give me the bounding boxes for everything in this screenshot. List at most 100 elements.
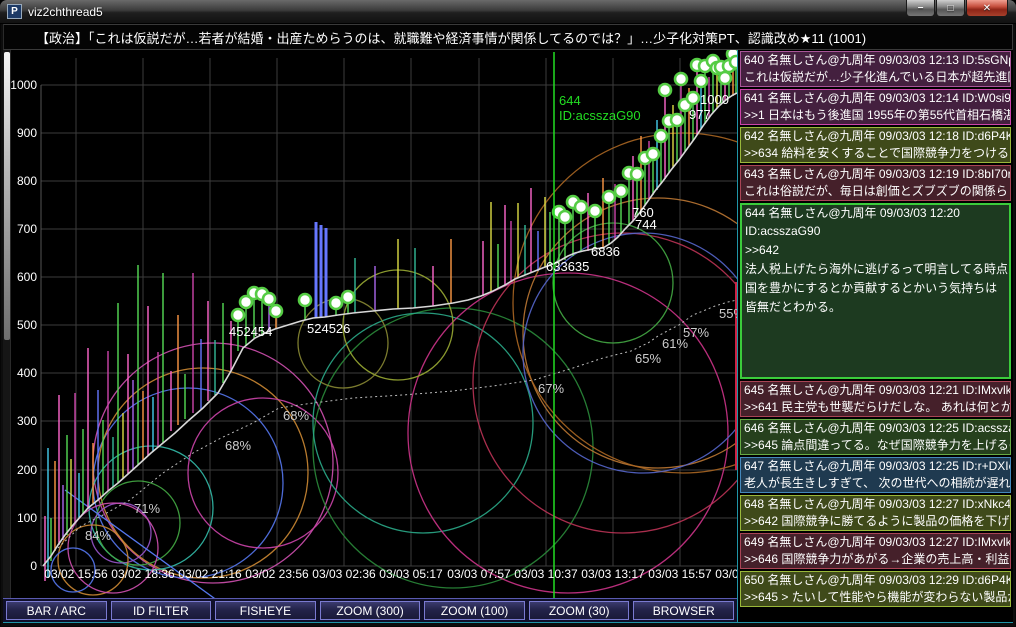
window-title: viz2chthread5 (28, 4, 103, 19)
post-marker (328, 295, 344, 311)
point-label: 1000 (700, 92, 729, 107)
x-axis-label: 03/03 02:36 (312, 567, 376, 581)
point-label: 977 (689, 107, 711, 122)
point-label: 633635 (546, 259, 589, 274)
percent-label: 68% (283, 408, 309, 423)
point-label: 6836 (591, 244, 620, 259)
toolbar-button-fisheye[interactable]: FISHEYE (215, 601, 316, 620)
percent-label: 55% (719, 306, 737, 321)
post-count-line (42, 92, 737, 567)
y-axis-label: 700 (17, 222, 37, 236)
post-list[interactable]: 640 名無しさん@九周年 09/03/03 12:13 ID:5sGNpT これ… (737, 50, 1013, 622)
post-marker (261, 291, 277, 307)
y-axis-label: 400 (17, 366, 37, 380)
reply-arc (187, 397, 339, 549)
point-label: 760 (632, 205, 654, 220)
post-marker (573, 199, 589, 215)
maximize-button[interactable]: □ (936, 0, 965, 17)
post-646[interactable]: 646 名無しさん@九周年 09/03/03 12:25 ID:acsszaG >… (740, 419, 1011, 455)
minimize-button[interactable]: − (906, 0, 935, 17)
reply-arc (512, 132, 737, 474)
chart-scrollbar[interactable] (3, 50, 11, 598)
post-644[interactable]: 644 名無しさん@九周年 09/03/03 12:20 ID:acsszaG90… (740, 203, 1011, 379)
post-marker (673, 71, 689, 87)
post-642[interactable]: 642 名無しさん@九周年 09/03/03 12:18 ID:d6P4KD >>… (740, 127, 1011, 163)
y-axis-label: 500 (17, 318, 37, 332)
post-header: 642 名無しさん@九周年 09/03/03 12:18 ID:d6P4KD (744, 129, 1010, 143)
post-marker (728, 54, 737, 70)
toolbar-button-zoom-30-[interactable]: ZOOM (30) (528, 601, 630, 620)
post-body-line: >>645 > たいして性能やら機能が変わらない製品が (744, 590, 1010, 604)
post-643[interactable]: 643 名無しさん@九周年 09/03/03 12:19 ID:8bI70r18… (740, 165, 1011, 201)
point-label: 524526 (307, 321, 350, 336)
x-axis-label: 03/03 10:37 (514, 567, 578, 581)
y-axis-label: 1000 (10, 78, 37, 92)
point-label: 744 (635, 217, 657, 232)
y-axis-label: 300 (17, 414, 37, 428)
post-640[interactable]: 640 名無しさん@九周年 09/03/03 12:13 ID:5sGNpT これ… (740, 51, 1011, 87)
reply-arc (90, 502, 152, 564)
reply-arc (92, 387, 284, 579)
y-axis-label: 800 (17, 174, 37, 188)
x-axis-label: 03/03 13:17 (581, 567, 645, 581)
percent-label: 57% (683, 325, 709, 340)
post-marker (669, 112, 685, 128)
toolbar-button-id-filter[interactable]: ID FILTER (110, 601, 212, 620)
y-axis-label: 200 (17, 463, 37, 477)
post-body-line: 老人が長生きしすぎて、 次の世代への相続が遅れて (744, 476, 1010, 490)
chart-column: 644 ID:acsszaG90 452454 524526 633635 6836 760… (3, 50, 737, 622)
percent-label: 68% (225, 438, 251, 453)
post-body-line: >>645 論点間違ってる。なぜ国際競争力を上げるの (744, 438, 1010, 452)
percent-label: 84% (85, 528, 111, 543)
post-641[interactable]: 641 名無しさん@九周年 09/03/03 12:14 ID:W0si9PF >… (740, 89, 1011, 125)
post-body-line: >>641 民主党も世襲だらけだしな。 あれは何とかな (744, 400, 1010, 414)
post-body-line: 国を豊かにするとか貢献するとかいう気持ちは (745, 281, 998, 295)
post-650[interactable]: 650 名無しさん@九周年 09/03/03 12:29 ID:d6P4KD >>… (740, 571, 1011, 607)
close-button[interactable]: ✕ (966, 0, 1008, 17)
post-648[interactable]: 648 名無しさん@九周年 09/03/03 12:27 ID:xNkc4Y >>… (740, 495, 1011, 531)
percent-line (57, 299, 737, 549)
toolbar-button-browser[interactable]: BROWSER (633, 601, 735, 620)
post-marker (557, 209, 573, 225)
thread-title: 【政治】「これは仮説だが…若者が結婚・出産ためらうのは、就職難や経済事情が関係し… (36, 30, 867, 46)
post-body-line: 法人税上げたら海外に逃げるって明言してる時点で、 (745, 262, 1009, 276)
y-axis-label: 600 (17, 270, 37, 284)
post-645[interactable]: 645 名無しさん@九周年 09/03/03 12:21 ID:IMxvlkZ >… (740, 381, 1011, 417)
post-marker (340, 289, 356, 305)
post-body-line: >>642 国際競争に勝てるように製品の価格を下げる (744, 514, 1010, 528)
chart-scrollbar-thumb[interactable] (4, 52, 10, 340)
toolbar-button-zoom-300-[interactable]: ZOOM (300) (319, 601, 421, 620)
title-bar[interactable]: P viz2chthread5 − □ ✕ (0, 0, 1016, 24)
post-marker (653, 128, 669, 144)
x-axis-label: 03/03 05:17 (379, 567, 443, 581)
post-body-line: >>1 日本はもう後進国 1955年の第55代首相石橋湛 (744, 108, 1010, 122)
x-axis-label: 03/02 21:16 (178, 567, 242, 581)
thread-title-bar: 【政治】「これは仮説だが…若者が結婚・出産ためらうのは、就職難や経済事情が関係し… (3, 24, 1013, 50)
post-header: 646 名無しさん@九周年 09/03/03 12:25 ID:acsszaG (744, 421, 1010, 435)
toolbar-button-bar-arc[interactable]: BAR / ARC (6, 601, 107, 620)
main-content: 644 ID:acsszaG90 452454 524526 633635 6836 760… (3, 50, 1013, 623)
x-axis-label: 03/02 15:56 (44, 567, 108, 581)
post-body-line: >>646 国際競争力があがる→企業の売上高・利益が (744, 552, 1010, 566)
post-649[interactable]: 649 名無しさん@九周年 09/03/03 12:27 ID:IMxvlkZ >… (740, 533, 1011, 569)
reply-arc (312, 307, 594, 589)
toolbar-button-zoom-100-[interactable]: ZOOM (100) (424, 601, 525, 620)
post-header: 643 名無しさん@九周年 09/03/03 12:19 ID:8bI70r18 (744, 167, 1010, 181)
post-body-line: ID:acsszaG90 (745, 224, 821, 238)
reply-arc (472, 232, 737, 534)
post-body-line: >>634 給料を安くすることで国際競争力をつけるって (744, 146, 1010, 160)
x-axis-label: 03/02 18:36 (111, 567, 175, 581)
app-icon: P (7, 4, 22, 19)
post-647[interactable]: 647 名無しさん@九周年 09/03/03 12:25 ID:r+DXIe8 老… (740, 457, 1011, 493)
thread-chart[interactable]: 644 ID:acsszaG90 452454 524526 633635 6836 760… (3, 50, 737, 598)
post-body-line: >>642 (745, 243, 780, 257)
x-axis-label: 03/02 23:56 (245, 567, 309, 581)
post-header: 640 名無しさん@九周年 09/03/03 12:13 ID:5sGNpT (744, 53, 1010, 67)
post-header: 644 名無しさん@九周年 09/03/03 12:20 (745, 206, 960, 220)
reply-arc (67, 502, 159, 594)
percent-label: 71% (134, 501, 160, 516)
post-header: 647 名無しさん@九周年 09/03/03 12:25 ID:r+DXIe8 (744, 459, 1010, 473)
post-marker (230, 307, 246, 323)
post-marker (601, 189, 617, 205)
